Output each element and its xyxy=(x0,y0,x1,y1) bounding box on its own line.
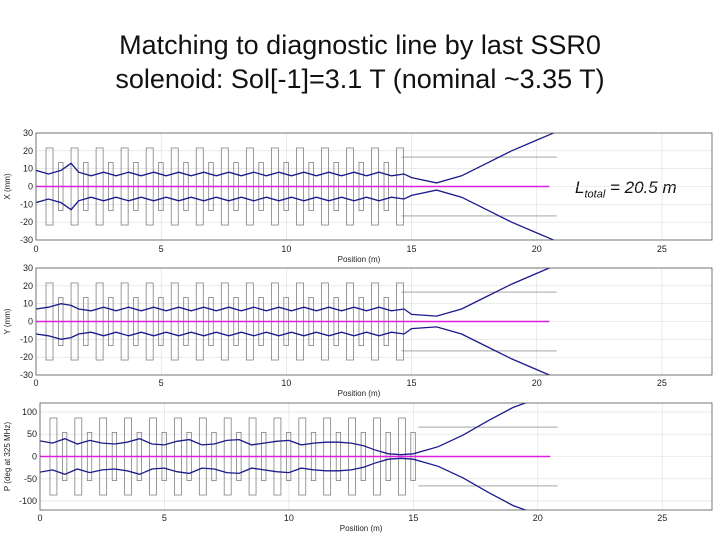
chart-panel-3: 0 5 10 15 20 25 100 50 0 -50 -100 Position (m) P (de… xyxy=(3,402,713,533)
y-tick-label: -20 xyxy=(20,217,33,227)
x-tick-label: 15 xyxy=(408,513,418,523)
total-length-annotation: Ltotal = 20.5 m xyxy=(575,178,677,200)
y-tick-label: 30 xyxy=(23,263,33,273)
y-tick-label: 20 xyxy=(23,146,33,156)
x-tick-label: 5 xyxy=(159,378,164,388)
y-tick-label: 10 xyxy=(23,164,33,174)
y-axis-label: X (mm) xyxy=(3,173,12,200)
x-tick-label: 20 xyxy=(533,513,543,523)
title-line-1: Matching to diagnostic line by last SSR0 xyxy=(119,30,601,60)
plot-frame xyxy=(35,267,713,376)
chart-panel-2: 0 5 10 15 20 25 30 20 10 0 -10 -20 -30 Position (m) Y … xyxy=(3,263,713,398)
envelope-upper-line xyxy=(36,133,556,184)
envelope-upper-line xyxy=(36,268,551,317)
x-tick-label: 10 xyxy=(281,244,291,254)
y-tick-label: -30 xyxy=(20,235,33,245)
x-axis-label: Position (m) xyxy=(338,255,381,264)
plot-frame xyxy=(39,402,713,511)
envelope-lower-line xyxy=(40,457,528,510)
y-tick-label: 0 xyxy=(28,317,33,327)
y-tick-label: 20 xyxy=(23,281,33,291)
y-tick-label: -20 xyxy=(20,352,33,362)
ltotal-sub: total xyxy=(584,188,606,201)
y-tick-label: 100 xyxy=(22,407,37,417)
y-tick-label: -30 xyxy=(20,370,33,380)
x-tick-label: 25 xyxy=(657,513,667,523)
x-tick-label: 15 xyxy=(407,244,417,254)
y-axis-label: Y (mm) xyxy=(3,308,12,334)
x-tick-label: 0 xyxy=(33,244,38,254)
y-tick-label: 30 xyxy=(23,128,33,138)
x-tick-label: 5 xyxy=(159,244,164,254)
y-tick-label: 50 xyxy=(27,429,37,439)
x-tick-label: 25 xyxy=(657,378,667,388)
x-tick-label: 10 xyxy=(284,513,294,523)
title-line-2: solenoid: Sol[-1]=3.1 T (nominal ~3.35 T… xyxy=(115,64,605,94)
y-tick-label: 0 xyxy=(32,452,37,462)
x-axis-label: Position (m) xyxy=(338,389,381,398)
envelope-lower-line xyxy=(36,189,556,240)
y-tick-label: 10 xyxy=(23,299,33,309)
x-tick-label: 25 xyxy=(657,244,667,254)
envelope-lower-line xyxy=(36,326,551,375)
chart-panel-1: 0 5 10 15 20 25 30 20 10 0 -10 -20 -30 Position (m) X … xyxy=(3,128,713,264)
y-axis-label: P (deg at 325 MHz) xyxy=(3,422,12,492)
x-axis-label: Position (m) xyxy=(340,524,383,533)
x-tick-label: 5 xyxy=(162,513,167,523)
envelope-upper-line xyxy=(40,403,528,456)
x-tick-label: 0 xyxy=(33,378,38,388)
x-tick-label: 20 xyxy=(532,378,542,388)
y-tick-label: -10 xyxy=(20,199,33,209)
slide-title: Matching to diagnostic line by last SSR0… xyxy=(0,28,720,96)
ltotal-rest: = 20.5 m xyxy=(605,178,677,197)
x-tick-label: 10 xyxy=(281,378,291,388)
ltotal-l: L xyxy=(575,178,585,197)
y-tick-label: -10 xyxy=(20,334,33,344)
y-tick-label: -100 xyxy=(19,496,37,506)
x-tick-label: 0 xyxy=(37,513,42,523)
y-tick-label: -50 xyxy=(24,474,37,484)
x-tick-label: 15 xyxy=(407,378,417,388)
x-tick-label: 20 xyxy=(532,244,542,254)
plot-frame xyxy=(35,132,713,241)
y-tick-label: 0 xyxy=(28,182,33,192)
